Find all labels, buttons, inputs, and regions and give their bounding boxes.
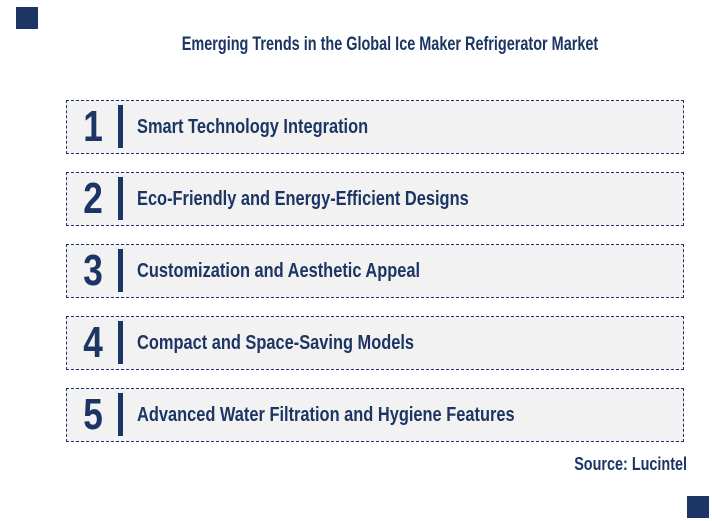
trend-label-container: Smart Technology Integration bbox=[137, 101, 679, 153]
rank-divider-bar bbox=[118, 393, 123, 436]
page-title: Emerging Trends in the Global Ice Maker … bbox=[68, 34, 712, 56]
trend-rank: 1 bbox=[83, 102, 103, 151]
rank-divider-bar bbox=[118, 177, 123, 220]
rank-divider-bar bbox=[118, 321, 123, 364]
corner-accent-bottom-right-square bbox=[687, 496, 709, 518]
trend-label: Compact and Space-Saving Models bbox=[137, 331, 415, 354]
trend-label-container: Compact and Space-Saving Models bbox=[137, 317, 679, 369]
trend-rank: 4 bbox=[83, 318, 103, 367]
trend-label: Advanced Water Filtration and Hygiene Fe… bbox=[137, 403, 515, 426]
trend-rank: 3 bbox=[83, 246, 103, 295]
trend-label-container: Advanced Water Filtration and Hygiene Fe… bbox=[137, 389, 679, 441]
corner-accent-top-left-square bbox=[16, 7, 38, 29]
trend-label: Customization and Aesthetic Appeal bbox=[137, 259, 421, 282]
source-credit-text: Source: Lucintel bbox=[574, 454, 687, 474]
trend-rank: 2 bbox=[83, 174, 103, 223]
trend-row: 4 Compact and Space-Saving Models bbox=[66, 316, 684, 370]
source-credit: Source: Lucintel bbox=[546, 454, 687, 475]
trend-row: 2 Eco-Friendly and Energy-Efficient Desi… bbox=[66, 172, 684, 226]
trend-row: 1 Smart Technology Integration bbox=[66, 100, 684, 154]
trend-row: 3 Customization and Aesthetic Appeal bbox=[66, 244, 684, 298]
rank-divider-bar bbox=[118, 105, 123, 148]
trend-rank: 5 bbox=[83, 390, 103, 439]
rank-divider-bar bbox=[118, 249, 123, 292]
trend-label: Smart Technology Integration bbox=[137, 115, 369, 138]
page-title-text: Emerging Trends in the Global Ice Maker … bbox=[181, 34, 599, 55]
trend-label: Eco-Friendly and Energy-Efficient Design… bbox=[137, 187, 469, 210]
trend-label-container: Eco-Friendly and Energy-Efficient Design… bbox=[137, 173, 679, 225]
trend-label-container: Customization and Aesthetic Appeal bbox=[137, 245, 679, 297]
trend-row: 5 Advanced Water Filtration and Hygiene … bbox=[66, 388, 684, 442]
